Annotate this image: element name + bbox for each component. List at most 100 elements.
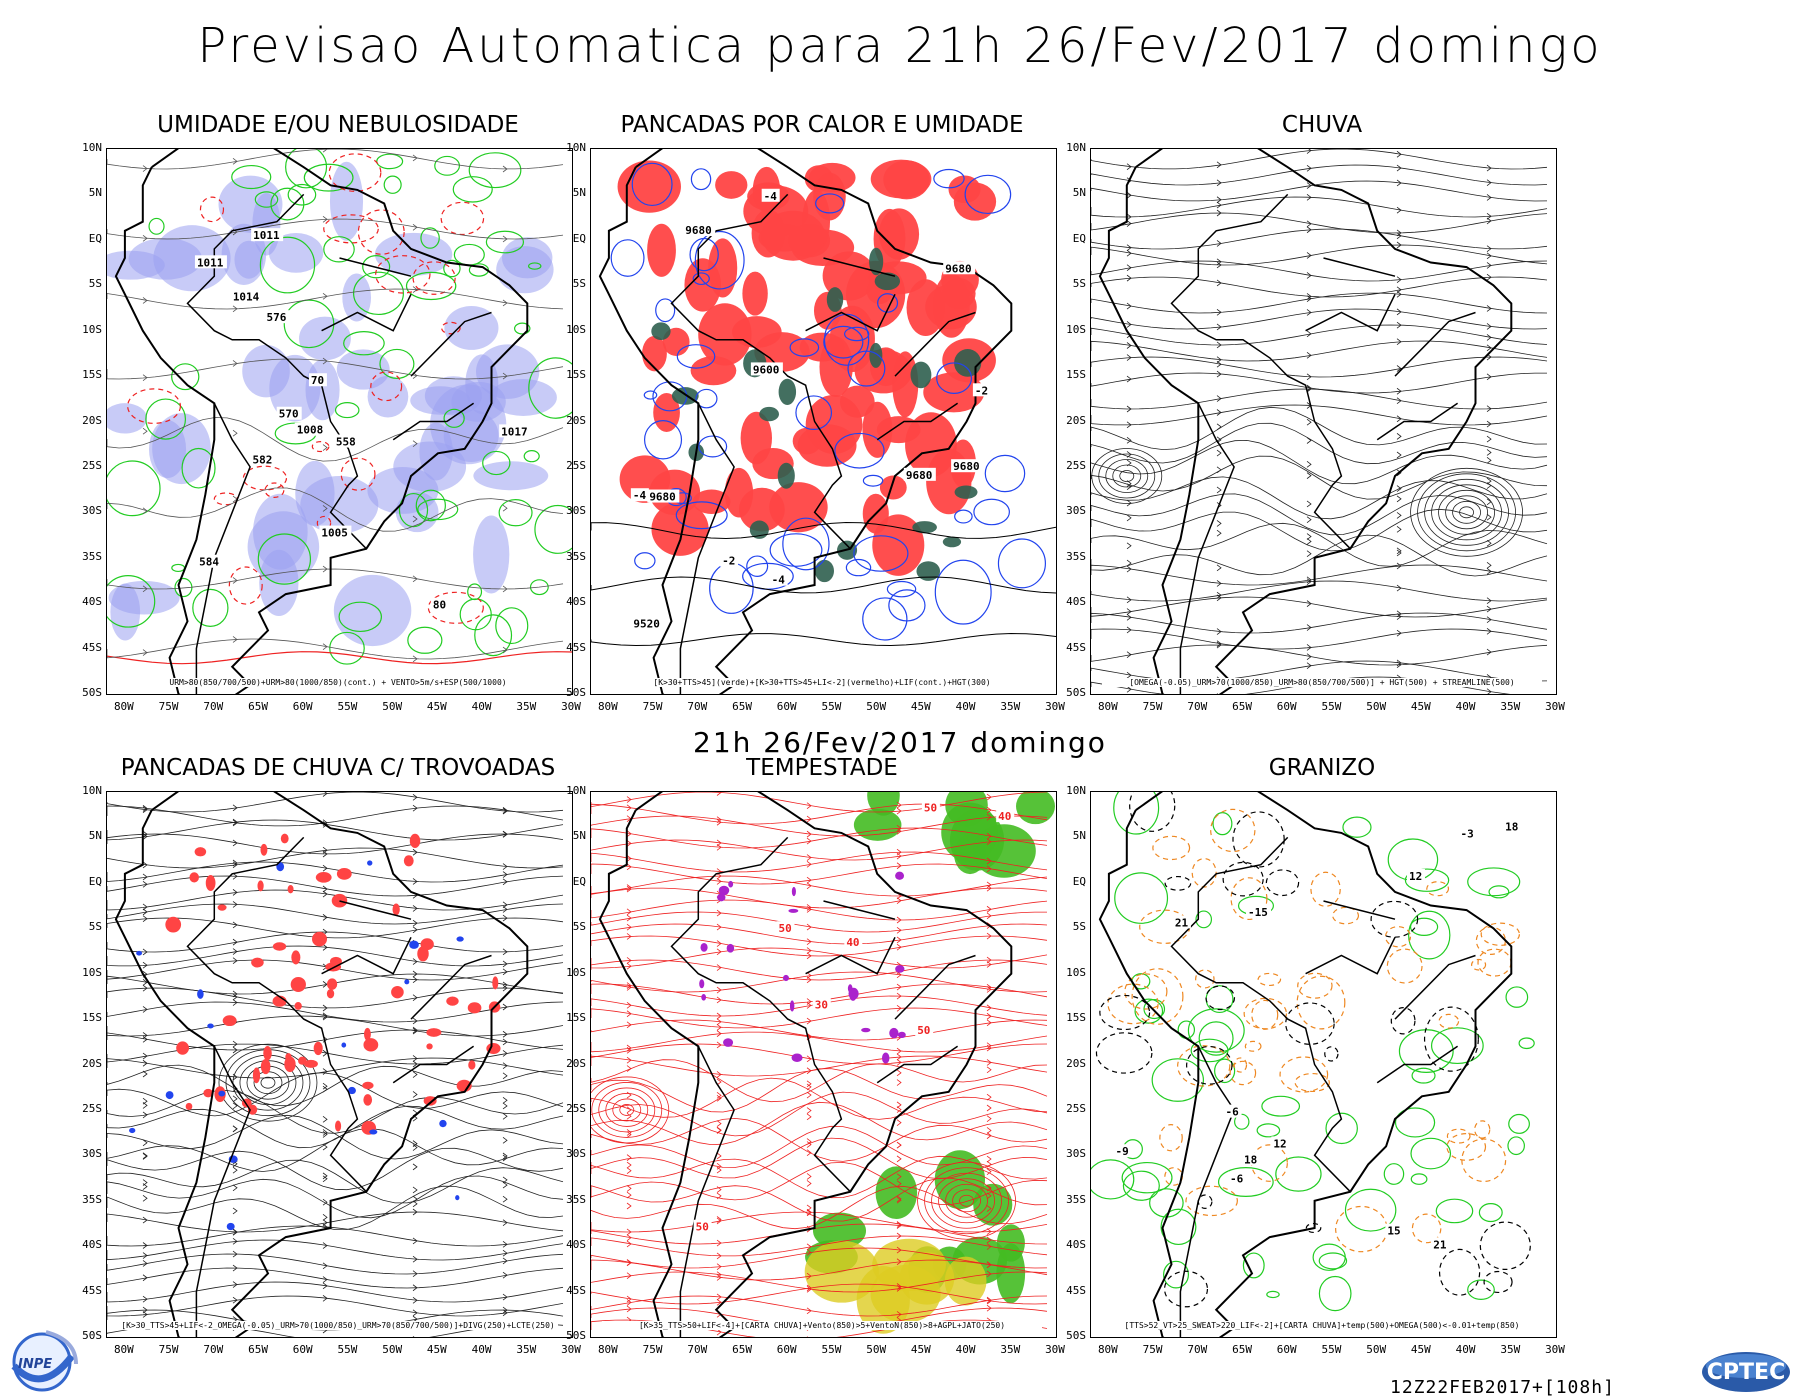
lat-tick-label: 5N — [572, 186, 586, 200]
lon-tick-label: 55W — [821, 1343, 842, 1356]
svg-text:1017: 1017 — [501, 425, 527, 438]
contour-label: -2 — [972, 383, 991, 397]
lat-tick-label: 10S — [82, 965, 102, 979]
lat-tick-label: 40S — [82, 1238, 102, 1252]
country-border — [1394, 954, 1476, 1020]
svg-text:-4: -4 — [764, 190, 778, 203]
coastline — [598, 149, 1013, 694]
country-border — [1394, 311, 1476, 377]
lat-tick-label: 50S — [82, 686, 102, 699]
map-frame — [1090, 148, 1557, 695]
svg-text:1005: 1005 — [321, 527, 348, 540]
lon-tick-label: 45W — [1410, 700, 1431, 713]
panel-title: PANCADAS POR CALOR E UMIDADE — [620, 112, 1024, 138]
lon-tick-label: 65W — [1232, 1343, 1252, 1356]
lon-tick-label: 40W — [1455, 700, 1476, 713]
country-border — [195, 1045, 251, 1337]
lat-tick-label: 35S — [566, 1192, 586, 1206]
lat-tick-label: 10S — [566, 322, 586, 336]
svg-text:1011: 1011 — [253, 229, 280, 242]
lat-tick-label: EQ — [88, 231, 102, 245]
map-panel-chuva: CHUVA 10N 5N EQ 5S 10S 15S 20S 25S 30S 35S 40S 45S 50… — [1042, 112, 1602, 752]
lat-tick-label: 10N — [566, 141, 586, 154]
run-info-footer: 12Z22FEB2017+[108h] — [1390, 1377, 1615, 1398]
panel-title: UMIDADE E/OU NEBULOSIDADE — [157, 112, 519, 138]
country-border — [186, 836, 367, 1193]
contour-label: 1008 — [294, 422, 327, 437]
svg-text:558: 558 — [336, 436, 356, 449]
lat-tick-label: 35S — [82, 549, 102, 563]
lat-tick-label: 45S — [566, 640, 586, 654]
coastline — [1098, 149, 1513, 694]
svg-text:50: 50 — [696, 1221, 709, 1234]
lon-tick-label: 65W — [1232, 700, 1252, 713]
svg-text:584: 584 — [199, 556, 219, 569]
contour-label: 576 — [264, 310, 290, 324]
lon-tick-label: 55W — [1321, 700, 1342, 713]
lon-tick-label: 30W — [561, 700, 581, 713]
country-border — [195, 402, 251, 694]
lon-tick-label: 35W — [1000, 1343, 1021, 1356]
contour-label: 15 — [1385, 1223, 1404, 1238]
map-panel-granizo: GRANIZO 10N 5N EQ 5S 10S 15S 20S 25S 30S 35S 40S 45S… — [1042, 755, 1602, 1395]
lon-tick-label: 70W — [203, 1343, 224, 1356]
lat-tick-label: 30S — [566, 504, 586, 518]
lat-tick-label: 25S — [566, 458, 586, 472]
lat-tick-label: 5S — [88, 920, 102, 934]
contour-label: 30 — [812, 997, 831, 1011]
contour-label: 21 — [1431, 1237, 1450, 1251]
country-border — [894, 954, 976, 1020]
inpe-logo: INPE — [11, 1330, 78, 1392]
country-border — [679, 402, 735, 694]
country-border — [1323, 257, 1396, 277]
lat-tick-label: 40S — [1066, 595, 1086, 609]
lat-tick-label: 10N — [1066, 141, 1086, 154]
lat-tick-label: 40S — [566, 1238, 586, 1252]
lat-tick-label: 5S — [88, 277, 102, 291]
lat-tick-label: 15S — [1066, 368, 1086, 382]
lon-tick-label: 45W — [1410, 1343, 1431, 1356]
lon-tick-label: 75W — [158, 1343, 179, 1356]
svg-text:18: 18 — [1244, 1153, 1257, 1166]
svg-text:9680: 9680 — [649, 491, 676, 504]
country-border — [805, 936, 896, 975]
lon-tick-label: 65W — [248, 1343, 268, 1356]
lat-tick-label: 5N — [88, 186, 102, 200]
svg-text:9600: 9600 — [753, 363, 780, 376]
lat-tick-label: 5N — [1072, 829, 1086, 843]
lon-tick-label: 40W — [1455, 1343, 1476, 1356]
lat-tick-label: 20S — [1066, 413, 1086, 427]
country-border — [1323, 900, 1396, 920]
panel-title: PANCADAS DE CHUVA C/ TROVOADAS — [120, 755, 556, 781]
lon-tick-label: 75W — [158, 700, 179, 713]
country-border — [823, 257, 896, 277]
lon-tick-label: 70W — [687, 700, 708, 713]
contour-label: 1011 — [194, 255, 227, 269]
inpe-logo-text: INPE — [18, 1357, 52, 1372]
country-border — [1305, 936, 1396, 975]
country-border — [876, 1045, 959, 1084]
map-canvas — [1091, 149, 1548, 694]
country-border — [805, 293, 896, 332]
lat-tick-label: 10S — [566, 965, 586, 979]
lon-tick-label: 50W — [866, 1343, 887, 1356]
lat-tick-label: 10S — [1066, 965, 1086, 979]
country-border — [392, 1045, 475, 1084]
svg-text:30: 30 — [815, 998, 828, 1011]
lon-tick-label: 75W — [642, 1343, 663, 1356]
country-border — [670, 836, 851, 1193]
contour-label: 12 — [1406, 868, 1425, 883]
contour-label: 9680 — [683, 223, 716, 237]
lat-tick-label: 5S — [572, 277, 586, 291]
lat-tick-label: 5N — [88, 829, 102, 843]
svg-text:40: 40 — [846, 936, 859, 949]
lon-tick-label: 80W — [597, 700, 618, 713]
lat-tick-label: 35S — [1066, 1192, 1086, 1206]
lat-tick-label: 35S — [1066, 549, 1086, 563]
lat-tick-label: 45S — [82, 640, 102, 654]
lon-tick-label: 50W — [382, 700, 403, 713]
lon-tick-label: 75W — [1142, 700, 1163, 713]
contour-label: 18 — [1241, 1152, 1260, 1166]
lat-tick-label: 10N — [566, 784, 586, 797]
contour-label: 50 — [693, 1219, 712, 1234]
